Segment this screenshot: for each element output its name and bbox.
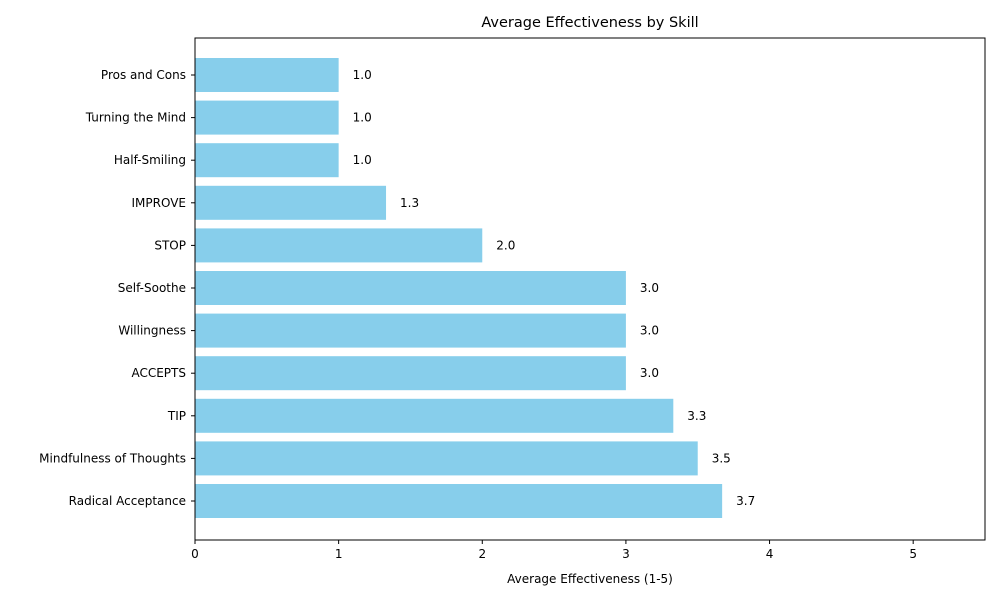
x-tick-label: 1 <box>335 547 343 561</box>
data-label: 3.0 <box>640 324 659 338</box>
y-tick-label: Mindfulness of Thoughts <box>39 451 186 465</box>
x-tick-label: 4 <box>766 547 774 561</box>
bar <box>195 143 339 178</box>
x-tick-label: 3 <box>622 547 630 561</box>
y-tick-label: Radical Acceptance <box>69 494 186 508</box>
y-tick-label: Half-Smiling <box>114 153 186 167</box>
bar <box>195 313 626 348</box>
plot-frame <box>194 37 986 541</box>
data-labels: 3.7 3.5 3.3 3.0 3.0 3.0 2.0 1.3 1.0 1.0 1.0 <box>353 68 756 508</box>
y-tick-label: IMPROVE <box>132 196 187 210</box>
bar <box>195 356 626 391</box>
bar <box>195 228 483 263</box>
y-tick-label: Turning the Mind <box>85 111 186 125</box>
y-tick-labels: Radical Acceptance Mindfulness of Thought… <box>39 68 195 508</box>
bars-group <box>195 58 723 518</box>
bar <box>195 100 339 135</box>
data-label: 2.0 <box>496 238 515 252</box>
data-label: 3.7 <box>736 494 755 508</box>
data-label: 3.3 <box>687 409 706 423</box>
y-tick-label: Self-Soothe <box>118 281 186 295</box>
data-label: 1.0 <box>353 153 372 167</box>
bar <box>195 484 723 518</box>
bar <box>195 58 339 92</box>
data-label: 1.3 <box>400 196 419 210</box>
y-tick-label: Pros and Cons <box>101 68 186 82</box>
x-ticks: 0 1 2 3 4 5 <box>191 540 917 561</box>
bar <box>195 441 698 476</box>
y-tick-label: Willingness <box>118 324 186 338</box>
data-label: 3.5 <box>712 451 731 465</box>
y-tick-label: ACCEPTS <box>131 366 186 380</box>
x-tick-label: 5 <box>909 547 917 561</box>
bar <box>195 185 387 220</box>
x-axis-label: Average Effectiveness (1-5) <box>507 572 673 586</box>
data-label: 1.0 <box>353 68 372 82</box>
bar <box>195 398 674 433</box>
chart-title: Average Effectiveness by Skill <box>481 15 698 31</box>
data-label: 3.0 <box>640 281 659 295</box>
data-label: 3.0 <box>640 366 659 380</box>
data-label: 1.0 <box>353 111 372 125</box>
y-tick-label: TIP <box>167 409 186 423</box>
y-tick-label: STOP <box>154 238 186 252</box>
bar <box>195 271 626 305</box>
x-tick-label: 0 <box>191 547 199 561</box>
x-tick-label: 2 <box>478 547 486 561</box>
